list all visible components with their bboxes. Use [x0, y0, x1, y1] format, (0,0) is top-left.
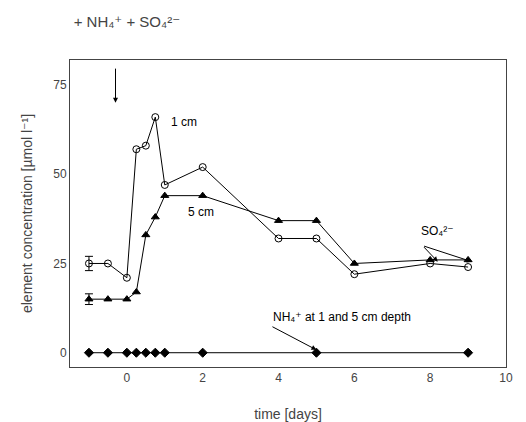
svg-text:+ NH₄⁺ + SO₄²⁻: + NH₄⁺ + SO₄²⁻: [74, 13, 180, 30]
svg-text:10: 10: [499, 371, 513, 385]
svg-text:SO₄²⁻: SO₄²⁻: [421, 224, 454, 238]
svg-text:75: 75: [53, 78, 67, 92]
svg-text:6: 6: [351, 371, 358, 385]
svg-text:time [days]: time [days]: [254, 406, 322, 422]
svg-text:1 cm: 1 cm: [171, 115, 197, 129]
svg-text:25: 25: [53, 257, 67, 271]
svg-text:5 cm: 5 cm: [188, 205, 214, 219]
svg-text:4: 4: [275, 371, 282, 385]
svg-text:NH₄⁺ at 1 and 5 cm depth: NH₄⁺ at 1 and 5 cm depth: [273, 310, 411, 324]
svg-text:0: 0: [60, 346, 67, 360]
svg-text:50: 50: [53, 167, 67, 181]
svg-text:element concentration [µmol l⁻: element concentration [µmol l⁻¹]: [19, 114, 35, 313]
svg-text:2: 2: [199, 371, 206, 385]
svg-text:0: 0: [124, 371, 131, 385]
svg-text:8: 8: [427, 371, 434, 385]
